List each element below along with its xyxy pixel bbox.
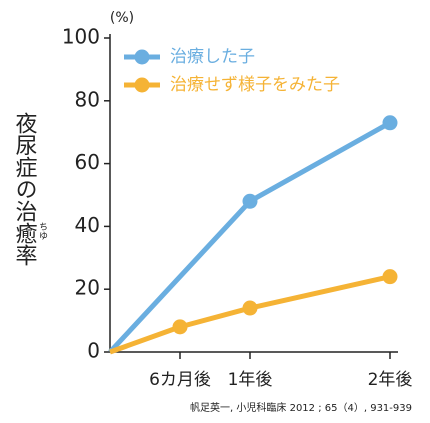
series-line xyxy=(108,120,392,354)
y-axis-label-ruby: ちゆ xyxy=(37,222,47,240)
point xyxy=(382,115,398,131)
legend-label: 治療せず様子をみた子 xyxy=(170,75,340,95)
y-tick-label: 20 xyxy=(75,276,100,300)
point xyxy=(382,269,398,285)
y-unit: (%) xyxy=(110,10,134,26)
legend-marker xyxy=(134,49,150,65)
x-tick-label: 6カ月後 xyxy=(149,370,211,390)
point xyxy=(242,193,258,209)
legend-label: 治療した子 xyxy=(170,47,255,67)
legend-marker xyxy=(134,77,150,93)
y-tick-label: 0 xyxy=(87,339,100,363)
y-tick-label: 80 xyxy=(75,87,100,111)
y-tick-label: 100 xyxy=(62,25,100,49)
y-tick-label: 40 xyxy=(75,213,100,237)
point xyxy=(172,319,188,335)
source: 帆足英一, 小児科臨床 2012 ; 65（4）, 931-939 xyxy=(190,401,412,414)
x-tick-label: 2年後 xyxy=(368,370,413,390)
x-tick-label: 1年後 xyxy=(228,370,273,390)
point xyxy=(242,300,258,316)
y-tick-label: 60 xyxy=(75,150,100,174)
series-line xyxy=(109,274,391,355)
y-axis-label: 夜尿症の治癒率 xyxy=(12,112,38,266)
